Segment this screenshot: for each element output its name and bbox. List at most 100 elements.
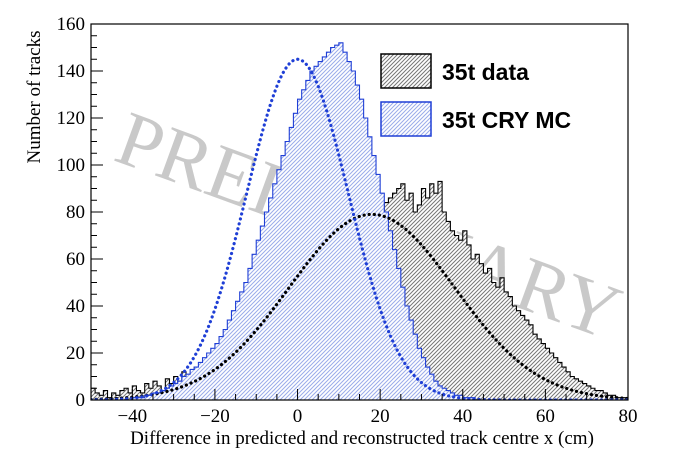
- histogram-bar: [487, 268, 492, 400]
- y-tick-label: 60: [66, 249, 85, 270]
- histogram-bar: [400, 287, 406, 400]
- histogram-bar: [566, 371, 571, 400]
- histogram-bar: [433, 193, 439, 400]
- y-axis-title: Number of tracks: [24, 31, 45, 164]
- histogram-bar: [297, 99, 302, 400]
- histogram-bar: [330, 47, 336, 400]
- histogram-bar: [136, 390, 141, 400]
- histogram-bar: [413, 334, 418, 400]
- histogram-bar: [437, 181, 443, 400]
- histogram-bar: [206, 353, 212, 400]
- histogram-bar: [103, 390, 108, 400]
- histogram-bar: [421, 188, 426, 400]
- histogram-bar: [557, 362, 563, 400]
- histogram-bar: [586, 385, 592, 400]
- histogram-bar: [186, 374, 191, 400]
- histogram-bar: [376, 174, 381, 400]
- histogram-bar: [466, 244, 472, 400]
- histogram-bar: [276, 169, 282, 400]
- histogram-bar: [392, 249, 397, 400]
- histogram-bar: [371, 155, 377, 400]
- histogram-bar: [227, 320, 232, 400]
- histogram-bar: [384, 212, 389, 400]
- histogram-bar: [404, 200, 410, 400]
- y-tick-label: 120: [57, 108, 86, 129]
- histogram-bar: [421, 357, 426, 400]
- histogram-bar: [124, 388, 129, 400]
- legend-label-mc: 35t CRY MC: [442, 107, 571, 133]
- histogram-bar: [355, 85, 360, 400]
- histogram-bar: [582, 383, 587, 400]
- x-tick-label: −20: [200, 406, 230, 427]
- histogram-bar: [532, 334, 538, 400]
- histogram-bar: [194, 367, 199, 400]
- histogram-bar: [91, 388, 96, 400]
- histogram-bar: [446, 221, 451, 400]
- x-tick-label: 80: [619, 406, 638, 427]
- histogram-bar: [293, 113, 298, 400]
- histogram-bar: [396, 268, 402, 400]
- histogram-bar: [132, 397, 137, 400]
- histogram-bar: [243, 282, 249, 400]
- histogram-bar: [578, 381, 583, 400]
- histogram-bar: [285, 141, 290, 400]
- histogram-bar: [417, 348, 422, 400]
- histogram-bar: [111, 392, 117, 400]
- histogram-bar: [260, 226, 265, 400]
- y-tick-label: 80: [66, 202, 85, 223]
- histogram-bar: [144, 395, 150, 400]
- histogram-bar: [570, 376, 575, 400]
- histogram-bar: [314, 66, 319, 400]
- histogram-bar: [115, 395, 121, 400]
- histogram-bar: [326, 52, 331, 400]
- histogram-bar: [479, 263, 484, 400]
- histogram-bar: [454, 235, 459, 400]
- histogram-bar: [152, 392, 158, 400]
- histogram-bar: [574, 378, 579, 400]
- histogram-bar: [95, 392, 100, 400]
- histogram-bar: [553, 357, 559, 400]
- histogram-bar: [181, 376, 187, 400]
- histogram-bar: [351, 71, 356, 400]
- histogram-bar: [338, 42, 344, 400]
- histogram-bar: [549, 353, 554, 400]
- histogram-bar: [334, 45, 340, 400]
- x-tick-label: 0: [293, 406, 303, 427]
- histogram-bar: [239, 291, 245, 400]
- histogram-bar: [516, 310, 521, 400]
- histogram-bar: [144, 383, 150, 400]
- histogram-bar: [107, 397, 112, 400]
- histogram-bar: [442, 212, 447, 400]
- histogram-bar: [268, 197, 274, 400]
- histogram-bar: [161, 390, 166, 400]
- x-tick-label: −40: [117, 406, 147, 427]
- histogram-bar: [491, 282, 497, 400]
- histogram-bar: [119, 390, 125, 400]
- histogram-bar: [272, 183, 278, 400]
- y-tick-label: 100: [57, 155, 86, 176]
- histogram-bar: [512, 306, 517, 400]
- histogram-bar: [152, 381, 158, 400]
- histogram-bar: [322, 56, 327, 400]
- histogram-bar: [148, 395, 154, 400]
- histogram-bar: [305, 80, 311, 400]
- histogram-bar: [433, 381, 439, 400]
- y-tick-label: 20: [66, 343, 85, 364]
- histogram-bar: [136, 397, 141, 400]
- y-tick-label: 40: [66, 296, 85, 317]
- histogram-bar: [504, 291, 509, 400]
- histogram-bar: [301, 89, 307, 400]
- legend: 35t data 35t CRY MC: [380, 53, 571, 137]
- histogram-bar: [342, 52, 348, 400]
- histogram-bar: [409, 193, 414, 400]
- histogram-bar: [607, 395, 612, 400]
- histogram-bar: [173, 383, 179, 400]
- series-1: [91, 42, 628, 400]
- histogram-bar: [454, 395, 459, 400]
- histogram-bar: [388, 230, 393, 400]
- plot-area: [91, 42, 628, 400]
- histogram-bar: [458, 240, 464, 400]
- x-tick-label: 20: [371, 406, 390, 427]
- y-tick-label: 140: [57, 61, 86, 82]
